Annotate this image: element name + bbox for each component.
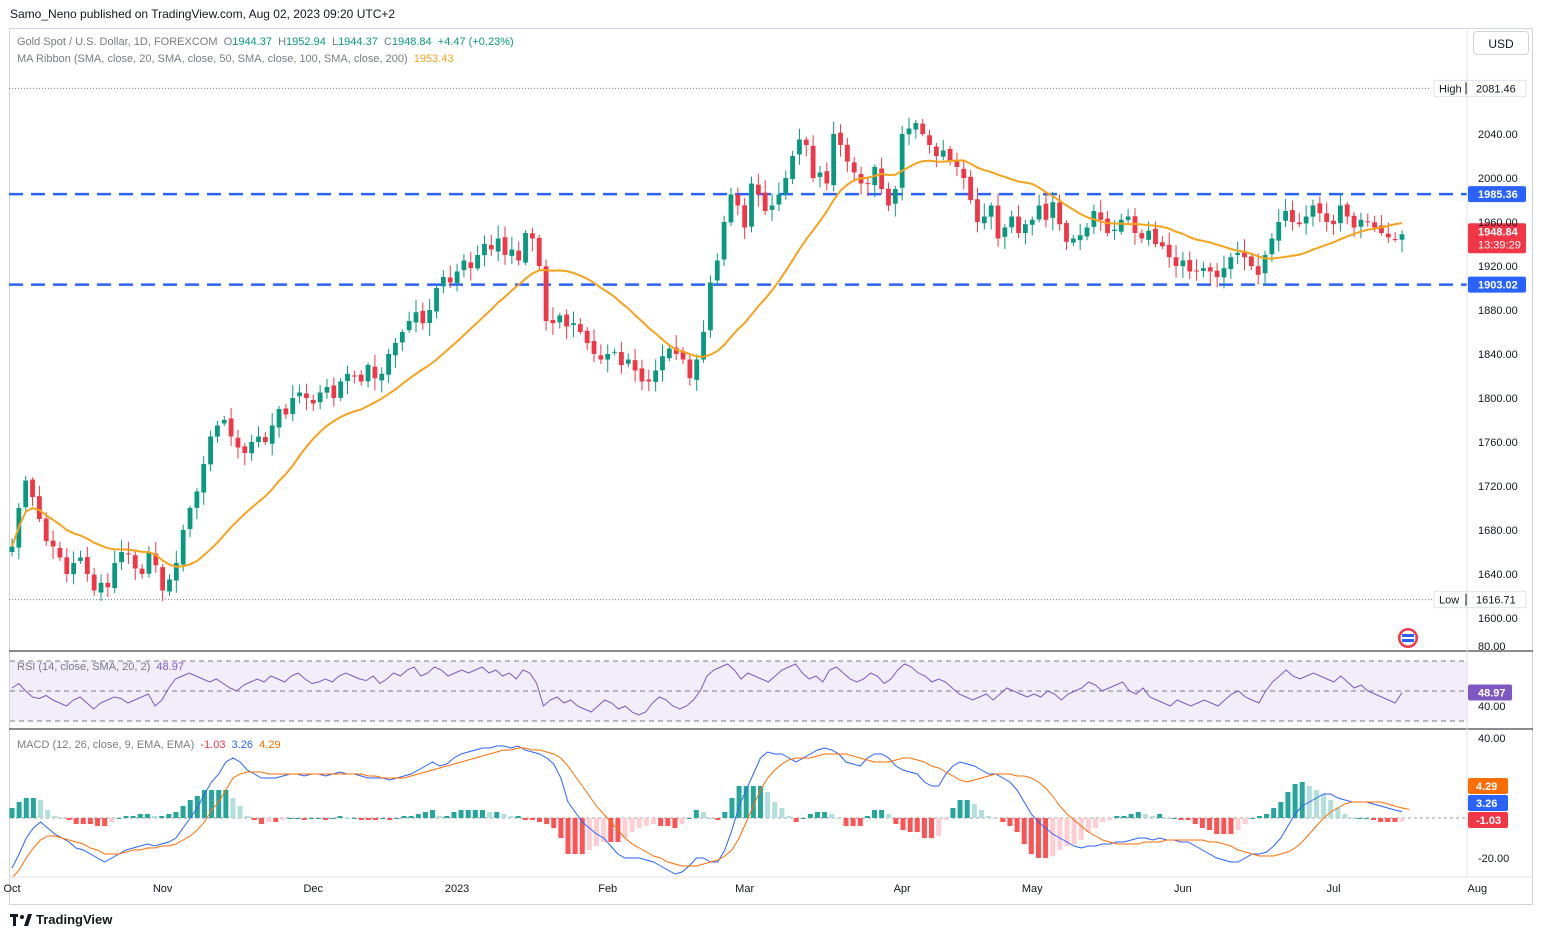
ma-legend[interactable]: MA Ribbon (SMA, close, 20, SMA, close, 5… xyxy=(17,53,454,65)
chart-frame xyxy=(9,28,1533,905)
high-value: 1952.94 xyxy=(286,36,326,48)
currency-button[interactable]: USD xyxy=(1473,31,1529,55)
macd-hist-value: -1.03 xyxy=(200,739,226,751)
open-label: O xyxy=(223,36,233,48)
brand-name: TradingView xyxy=(36,912,113,927)
open-value: 1944.37 xyxy=(232,36,272,48)
ma-title[interactable]: MA Ribbon (SMA, close, 20, SMA, close, 5… xyxy=(17,53,408,65)
change-value: +4.47 (+0.23%) xyxy=(437,36,514,48)
macd-signal-value: 4.29 xyxy=(259,739,281,751)
rsi-title[interactable]: RSI (14, close, SMA, 20, 2) xyxy=(17,661,151,673)
macd-legend[interactable]: MACD (12, 26, close, 9, EMA, EMA) -1.03 … xyxy=(17,739,281,751)
publisher-line: Samo_Neno published on TradingView.com, … xyxy=(10,7,396,21)
symbol-title[interactable]: Gold Spot / U.S. Dollar, 1D, FOREXCOM xyxy=(17,36,218,48)
low-label: L xyxy=(331,36,339,48)
macd-line-value: 3.26 xyxy=(231,739,254,751)
ma-value: 1953.43 xyxy=(413,53,454,65)
rsi-legend[interactable]: RSI (14, close, SMA, 20, 2) 48.97 xyxy=(17,661,184,673)
brand[interactable]: TradingView xyxy=(10,912,112,927)
high-label: H xyxy=(278,36,287,48)
symbol-legend[interactable]: Gold Spot / U.S. Dollar, 1D, FOREXCOM O1… xyxy=(17,36,514,48)
tradingview-logo-icon xyxy=(10,913,32,926)
rsi-value: 48.97 xyxy=(156,661,184,673)
close-value: 1948.84 xyxy=(391,36,432,48)
macd-title[interactable]: MACD (12, 26, close, 9, EMA, EMA) xyxy=(17,739,195,751)
low-value: 1944.37 xyxy=(338,36,378,48)
close-label: C xyxy=(383,36,392,48)
